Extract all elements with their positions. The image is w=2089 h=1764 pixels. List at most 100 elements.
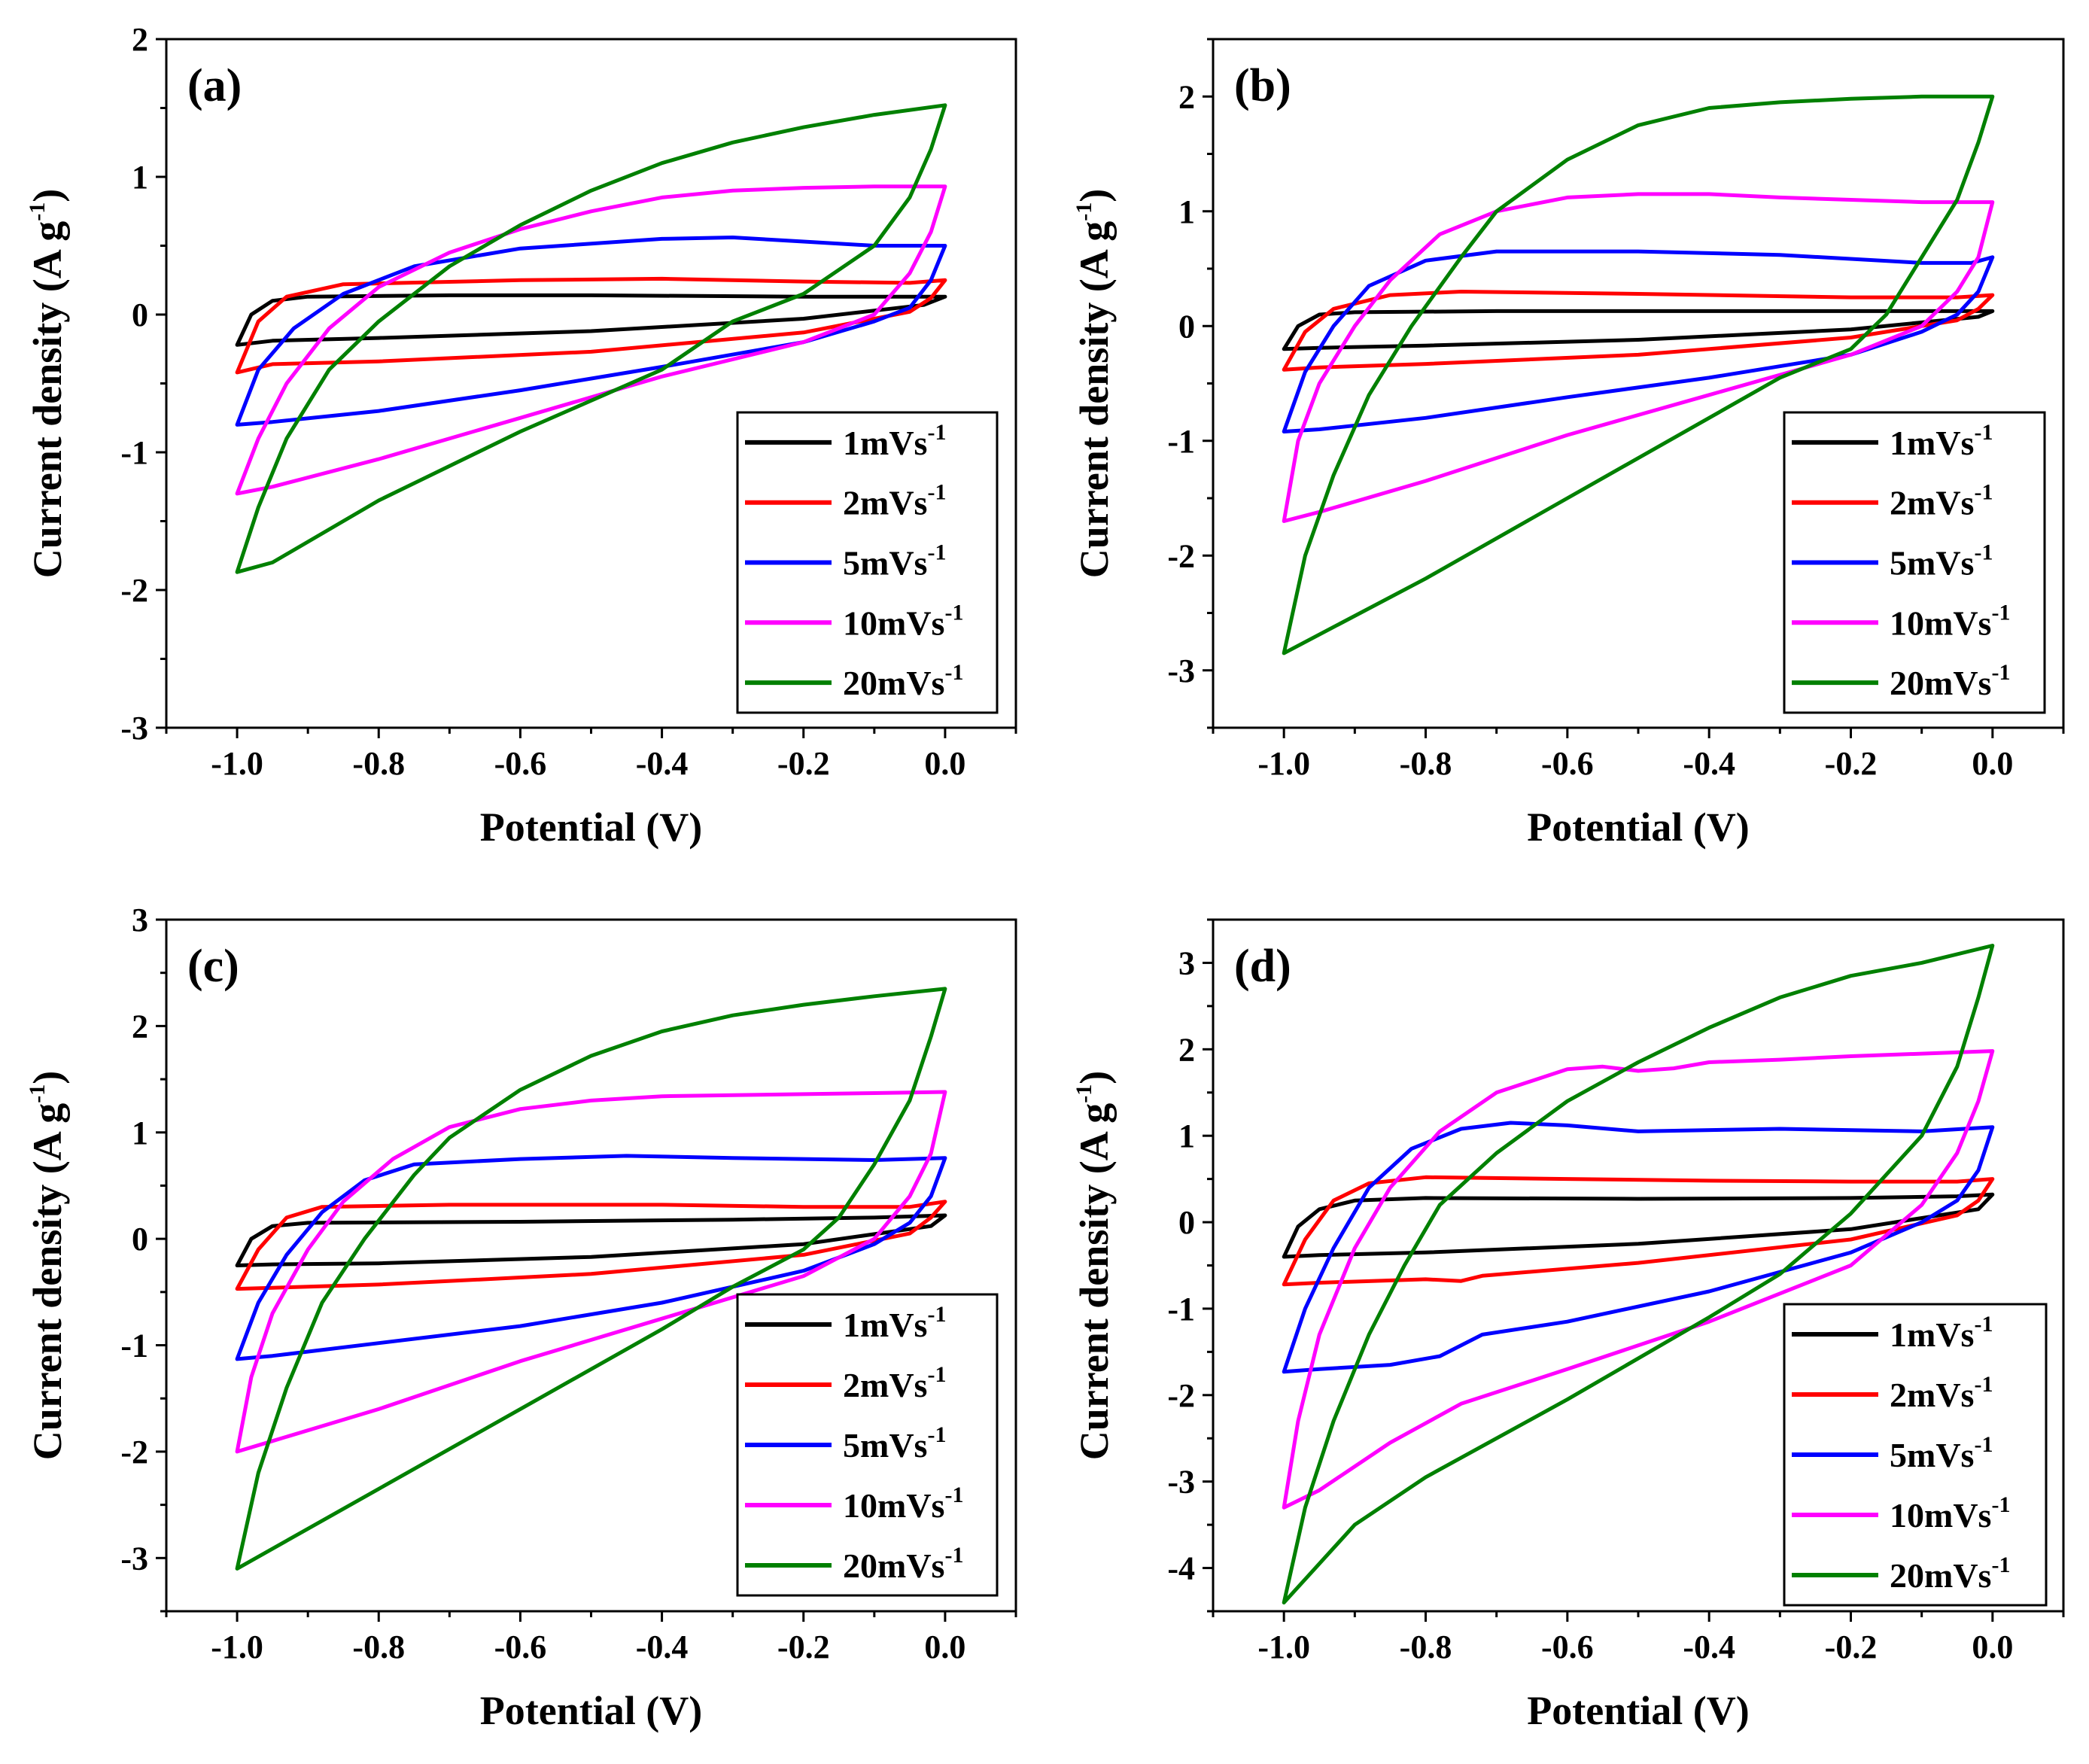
cv-curve-1mvs-3: [1282, 1192, 1995, 1259]
y-tick-label: -3: [1167, 1464, 1195, 1501]
panel-label: (a): [187, 60, 242, 111]
x-tick-label: 0.0: [924, 1629, 965, 1665]
y-axis-title-close: ): [25, 1071, 70, 1084]
legend-entry-label: 20mVs: [1890, 664, 1991, 702]
panel-label: (b): [1234, 60, 1291, 111]
legend-entry: 1mVs-1: [843, 1302, 946, 1344]
legend-entry-sup: -1: [1991, 1492, 2010, 1517]
cv-curve-2mvs-2: [235, 1200, 947, 1291]
legend-entry-sup: -1: [927, 1422, 946, 1447]
legend-entry-label: 2mVs: [843, 1366, 927, 1404]
legend-entry: 10mVs-1: [843, 600, 963, 642]
cv-curve-5mvs-3: [1282, 1121, 1995, 1374]
legend-entry: 2mVs-1: [843, 480, 946, 522]
y-tick-label: 0: [1178, 308, 1195, 345]
x-tick-label: -1.0: [211, 1629, 263, 1665]
y-tick-label: -3: [120, 710, 148, 747]
cv-curve-5mvs-0: [235, 236, 947, 427]
legend-entry: 2mVs-1: [1890, 480, 1993, 522]
y-tick-label: -1: [120, 434, 148, 471]
cv-curve-10mvs-0: [235, 184, 947, 496]
x-tick-label: -0.6: [494, 1629, 547, 1665]
legend-entry-label: 1mVs: [1890, 1315, 1974, 1354]
y-tick-label: -2: [1167, 1377, 1195, 1414]
x-tick-label: -1.0: [1257, 745, 1310, 782]
y-tick-label: -2: [1167, 537, 1195, 574]
legend-entry: 10mVs-1: [1890, 600, 2010, 642]
y-axis-title: Current density (A g-1): [1072, 1071, 1117, 1461]
legend-entry-label: 20mVs: [843, 664, 944, 702]
y-axis-title-sup: -1: [1072, 1084, 1096, 1103]
y-axis-title: Current density (A g-1): [25, 189, 70, 579]
y-axis-title-main: Current density (A g: [1072, 221, 1117, 579]
panel-0: -1.0 -0.8 -0.6 -0.4 -0.2 0.0 -3 -2 -1 0 1 2 Potentia…: [25, 21, 1017, 850]
cv-curve-1mvs-0: [235, 293, 947, 347]
y-tick-label: 0: [132, 1221, 148, 1258]
cv-curve-20mvs-3: [1282, 944, 1995, 1604]
legend-entry-sup: -1: [927, 420, 946, 445]
legend-entry-sup: -1: [927, 540, 946, 565]
cv-curve-20mvs-0: [235, 103, 947, 574]
x-tick-label: 0.0: [1972, 745, 2013, 782]
cv-curve-5mvs-1: [1282, 249, 1995, 433]
y-tick-label: 1: [132, 1115, 148, 1151]
y-axis-title: Current density (A g-1): [1072, 189, 1117, 579]
y-tick-label: 1: [1178, 193, 1195, 230]
cv-curve-2mvs-3: [1282, 1175, 1995, 1287]
legend-entry-sup: -1: [944, 1483, 963, 1507]
legend-entry-label: 2mVs: [843, 484, 927, 522]
y-tick-label: 2: [1178, 1031, 1195, 1068]
legend-entry-label: 1mVs: [1890, 424, 1974, 462]
legend-entry-sup: -1: [1974, 1312, 1993, 1337]
cv-curve-20mvs-1: [1282, 94, 1995, 655]
legend-entry-label: 2mVs: [1890, 1376, 1974, 1414]
y-tick-label: 0: [1178, 1204, 1195, 1241]
y-axis-title-sup: -1: [25, 1084, 50, 1103]
x-axis-title: Potential (V): [1527, 1688, 1749, 1733]
x-tick-label: -0.4: [1683, 1629, 1735, 1665]
y-tick-label: -2: [120, 1434, 148, 1471]
panel-2: -1.0 -0.8 -0.6 -0.4 -0.2 0.0 -3 -2 -1 0 1 2 3 Potenti…: [25, 902, 1017, 1733]
panel-label: (d): [1234, 941, 1291, 992]
x-tick-label: -0.6: [1541, 1629, 1594, 1665]
legend-entry-sup: -1: [1974, 480, 1993, 505]
legend-entry: 5mVs-1: [1890, 540, 1993, 582]
y-tick-label: 1: [1178, 1118, 1195, 1154]
y-axis-title-sup: -1: [25, 202, 50, 221]
x-axis-title: Potential (V): [480, 1688, 702, 1733]
y-axis-title-close: ): [1072, 189, 1117, 202]
x-tick-label: 0.0: [924, 745, 965, 782]
x-tick-label: -0.2: [777, 745, 830, 782]
cv-curve-10mvs-3: [1282, 1049, 1995, 1510]
y-tick-label: -1: [1167, 423, 1195, 460]
y-axis-title-sup: -1: [1072, 202, 1096, 221]
y-tick-label: -4: [1167, 1550, 1195, 1587]
cv-curve-10mvs-1: [1282, 192, 1995, 523]
legend-entry-label: 5mVs: [1890, 1436, 1974, 1474]
y-tick-label: 3: [132, 902, 148, 938]
legend-entry: 5mVs-1: [843, 1422, 946, 1464]
x-tick-label: -0.4: [636, 1629, 689, 1665]
cv-curve-2mvs-0: [235, 276, 947, 375]
legend-entry: 20mVs-1: [1890, 1553, 2010, 1595]
legend-entry-sup: -1: [944, 1543, 963, 1568]
y-axis-title-close: ): [1072, 1071, 1117, 1084]
legend-entry: 20mVs-1: [1890, 660, 2010, 702]
panel-1: -1.0 -0.8 -0.6 -0.4 -0.2 0.0 -3 -2 -1 0 1 2 Potentia…: [1072, 38, 2065, 850]
y-tick-label: 2: [1178, 78, 1195, 115]
legend-entry: 1mVs-1: [1890, 420, 1993, 462]
legend-entry-label: 10mVs: [843, 604, 944, 642]
y-tick-label: -1: [120, 1328, 148, 1364]
y-tick-label: -1: [1167, 1291, 1195, 1328]
y-axis-title-main: Current density (A g: [25, 1103, 70, 1461]
legend-entry: 1mVs-1: [1890, 1312, 1993, 1354]
legend-entry-label: 1mVs: [843, 1306, 927, 1344]
x-tick-label: 0.0: [1972, 1629, 2013, 1665]
x-tick-label: -0.2: [777, 1629, 830, 1665]
y-axis-title: Current density (A g-1): [25, 1071, 70, 1461]
y-tick-label: 2: [132, 1008, 148, 1045]
y-tick-label: -3: [120, 1540, 148, 1577]
legend-entry-label: 2mVs: [1890, 484, 1974, 522]
legend-entry: 5mVs-1: [1890, 1432, 1993, 1474]
y-tick-label: 1: [132, 159, 148, 196]
